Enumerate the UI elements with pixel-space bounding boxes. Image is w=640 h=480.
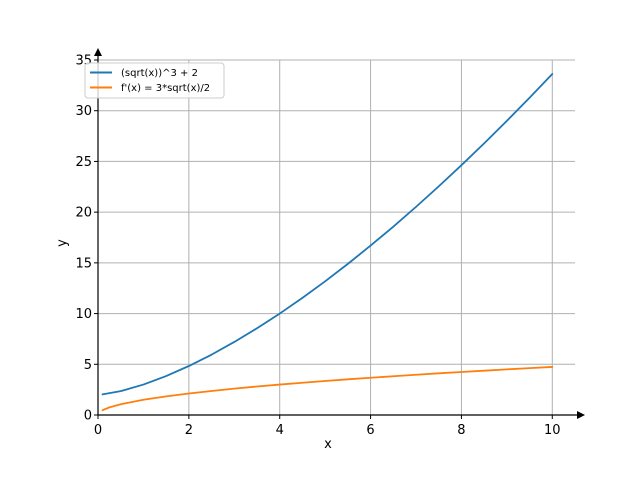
legend-box [84,62,225,99]
y-axis-label: y [55,239,70,247]
x-tick-label: 0 [94,423,102,438]
legend-label-2: f'(x) = 3*sqrt(x)/2 [121,83,210,94]
y-tick-label: 30 [75,104,92,119]
grid [98,59,575,415]
x-tick-label: 8 [457,423,465,438]
axes [94,48,585,419]
series-line-2 [101,366,554,412]
y-tick-label: 25 [75,155,92,170]
x-tick-label: 10 [544,423,561,438]
x-tick-label: 6 [366,423,374,438]
series-line-1 [101,73,554,396]
x-axis-arrow [577,411,585,419]
legend: (sqrt(x))^3 + 2 f'(x) = 3*sqrt(x)/2 [84,62,225,99]
y-tick-label: 0 [84,409,92,424]
x-axis-label: x [324,437,332,452]
legend-label-1: (sqrt(x))^3 + 2 [121,68,198,79]
y-tick-label: 10 [75,307,92,322]
y-tick-label: 5 [84,358,92,373]
y-tick-label: 15 [75,256,92,271]
series-layer [101,73,554,412]
x-tick-label: 4 [276,423,284,438]
y-axis-arrow [94,48,102,56]
x-tick-label: 2 [185,423,193,438]
y-tick-label: 20 [75,206,92,221]
